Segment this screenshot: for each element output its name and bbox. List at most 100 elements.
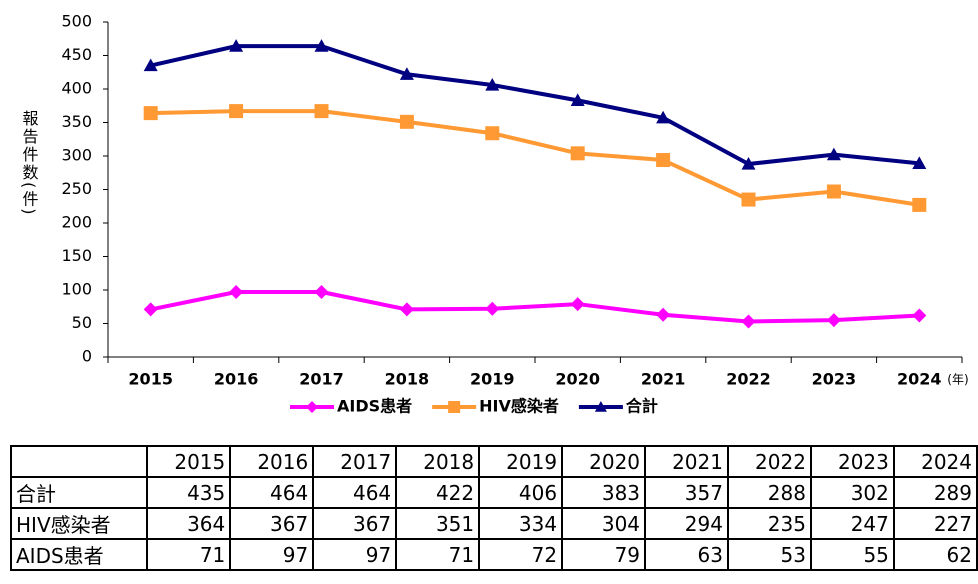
table-cell: 62: [892, 538, 978, 571]
legend-marker: [594, 401, 607, 412]
data-point: [314, 39, 329, 52]
x-tick-label: 2018: [385, 370, 430, 389]
data-point: [741, 157, 756, 170]
data-point: [229, 39, 244, 52]
table-cell: 288: [726, 476, 812, 509]
data-point: [826, 147, 841, 161]
table-cell: 53: [726, 538, 812, 571]
table-header-cell: 2023: [809, 445, 895, 478]
data-point: [485, 301, 500, 316]
y-tick-label: 450: [61, 45, 92, 64]
y-tick-label: 200: [61, 213, 92, 232]
y-tick-label: 250: [61, 179, 92, 198]
table-cell: 55: [809, 538, 895, 571]
data-point: [143, 58, 158, 72]
data-point: [143, 106, 158, 121]
data-point: [826, 184, 841, 199]
table-row-label: HIV感染者: [9, 507, 149, 540]
data-point: [741, 314, 756, 329]
y-tick-label: 400: [61, 79, 92, 98]
table-header-cell: 2016: [229, 445, 315, 478]
x-tick-label: 2021: [641, 370, 686, 389]
data-point: [485, 77, 500, 91]
table-cell: 72: [478, 538, 564, 571]
table-cell: 294: [644, 507, 729, 540]
legend-marker: [448, 401, 461, 413]
table-row: 合計 435 464 464 422 406 383 357 288 302 289: [9, 476, 978, 509]
x-tick-label: 2016: [214, 370, 259, 389]
table-header-row: 2015 2016 2017 2018 2019 2020 2021 2022 2023 2024: [9, 445, 978, 478]
data-point: [826, 313, 841, 328]
data-point: [399, 114, 414, 129]
table-cell: 235: [726, 507, 812, 540]
table-cell: 422: [395, 476, 481, 509]
table-cell: 227: [892, 507, 978, 540]
legend-label: AIDS患者: [337, 397, 412, 416]
table-header-cell: 2019: [478, 445, 564, 478]
data-point: [143, 302, 158, 317]
x-tick-label: 2015: [128, 370, 173, 389]
y-tick-label: 0: [82, 347, 92, 366]
y-tick-label: 50: [72, 313, 92, 332]
y-tick-label: 350: [61, 112, 92, 131]
table-header-cell: 2021: [644, 445, 729, 478]
data-point: [399, 302, 414, 317]
table-corner: [9, 445, 149, 478]
x-tick-label: 2017: [299, 370, 344, 389]
table-cell: 357: [644, 476, 729, 509]
table-row: AIDS患者 71 97 97 71 72 79 63 53 55 62: [9, 538, 978, 571]
data-point: [912, 308, 927, 323]
legend-marker: [306, 401, 318, 413]
data-point: [656, 110, 671, 124]
table-cell: 63: [644, 538, 729, 571]
data-point: [314, 104, 329, 119]
x-tick-label: 2022: [726, 370, 771, 389]
y-axis-label: 報告件数(件): [20, 110, 39, 216]
data-point: [912, 197, 927, 212]
x-tick-label: 2023: [812, 370, 857, 389]
table-header-cell: 2015: [146, 445, 232, 478]
series-line: [150, 290, 920, 324]
data-point: [399, 67, 414, 80]
chart: 報告件数(件) 0 50 100 150 200 250 300 350 400 450 500 20…: [20, 12, 969, 416]
data-table: 2015 2016 2017 2018 2019 2020 2021 2022 2023 2024…: [9, 445, 978, 571]
table-cell: 247: [809, 507, 895, 540]
table-cell: 302: [809, 476, 895, 509]
data-point: [485, 126, 500, 141]
table-header-cell: 2024: [892, 445, 978, 478]
table-cell: 289: [892, 476, 978, 509]
x-tick-label: 2019: [470, 370, 515, 389]
table-cell: 351: [395, 507, 481, 540]
table-cell: 334: [478, 507, 564, 540]
table-cell: 464: [229, 476, 315, 509]
table-row-label: 合計: [9, 476, 149, 509]
table-header-cell: 2022: [726, 445, 812, 478]
data-point: [229, 285, 244, 300]
table-header-cell: 2017: [312, 445, 398, 478]
table-cell: 435: [146, 476, 232, 509]
y-tick-label: 300: [61, 146, 92, 165]
y-tick-label: 500: [61, 12, 92, 31]
x-tick-label: 2024: [897, 370, 942, 389]
data-point: [656, 153, 671, 168]
x-unit: (年): [947, 373, 968, 387]
y-tick-label: 150: [61, 246, 92, 265]
table-cell: 364: [146, 507, 232, 540]
data-point: [314, 285, 329, 300]
table-header-cell: 2020: [561, 445, 647, 478]
series-line: [150, 44, 920, 167]
table-header-cell: 2018: [395, 445, 481, 478]
table-cell: 406: [478, 476, 564, 509]
table-row-label: AIDS患者: [9, 538, 149, 571]
table-cell: 367: [312, 507, 398, 540]
data-point: [570, 93, 585, 106]
data-point: [912, 156, 927, 169]
table-cell: 383: [561, 476, 647, 509]
table-cell: 71: [395, 538, 481, 571]
table-cell: 304: [561, 507, 647, 540]
data-point: [570, 146, 585, 161]
table-cell: 367: [229, 507, 315, 540]
series-line: [150, 109, 920, 207]
table-cell: 79: [561, 538, 647, 571]
